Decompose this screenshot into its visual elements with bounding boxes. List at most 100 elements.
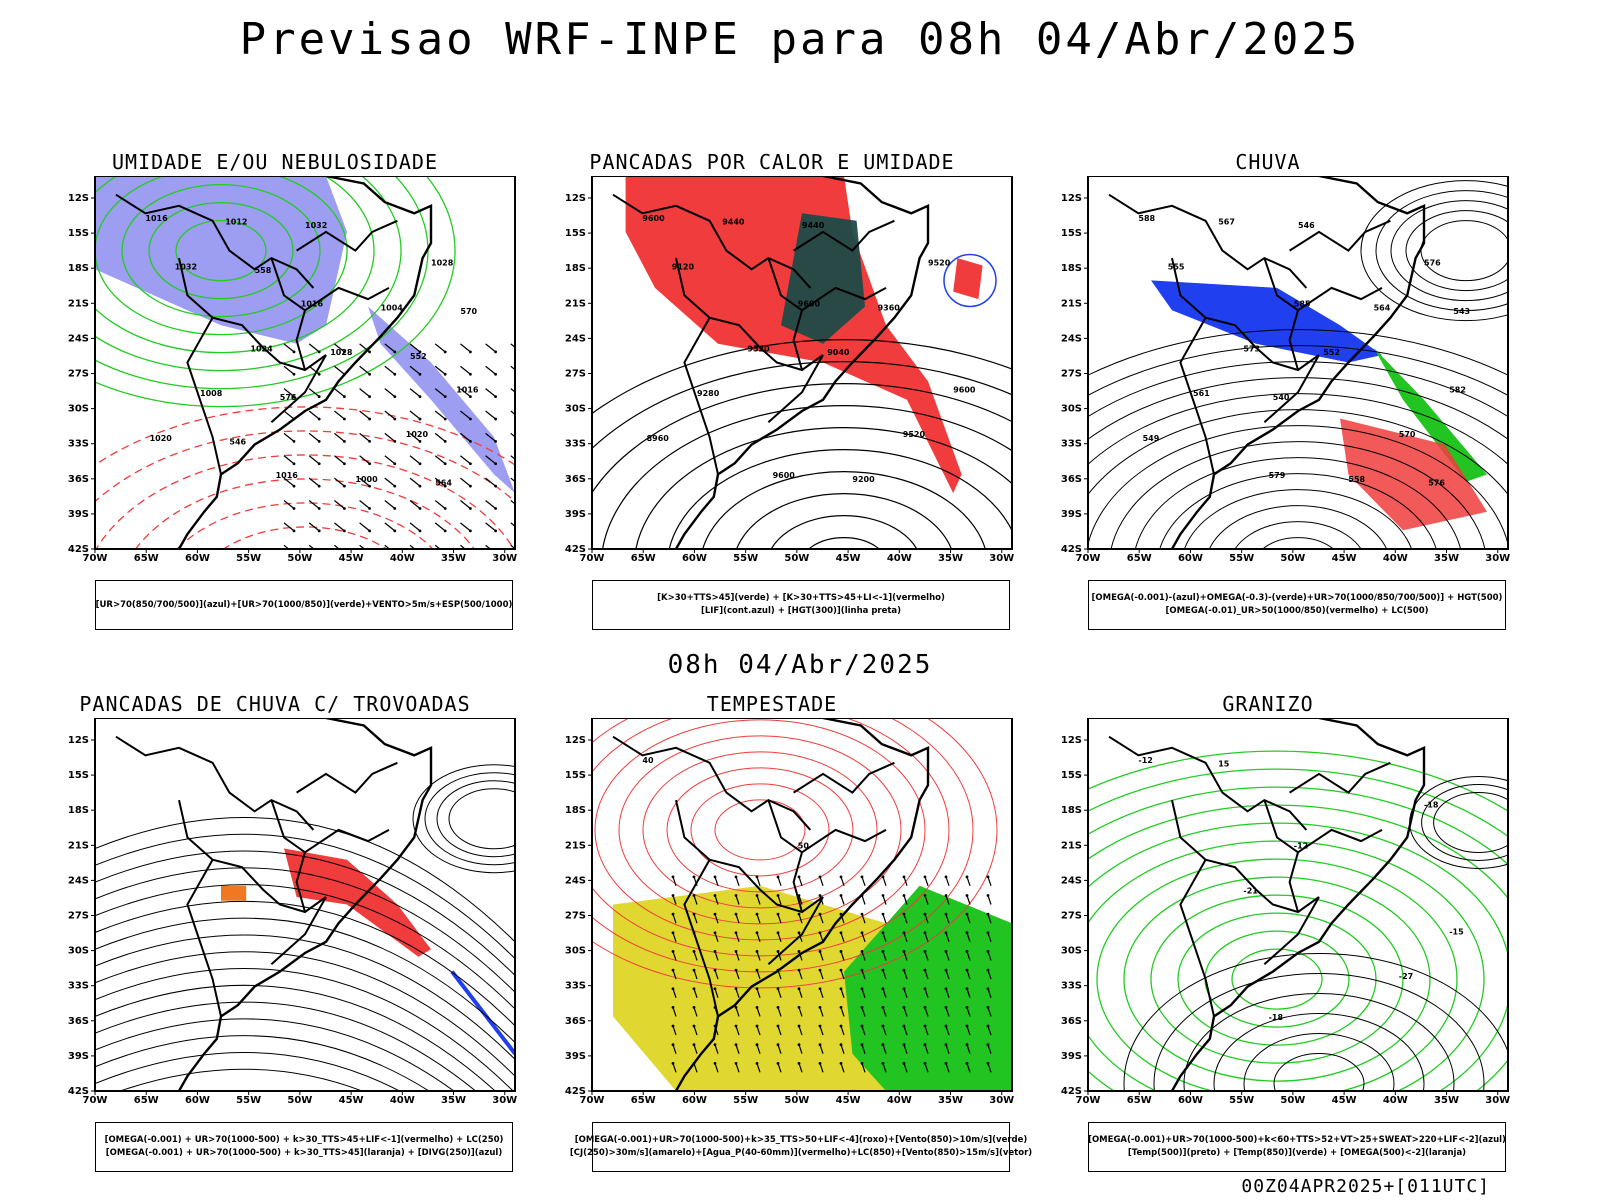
lon-tick-label: 65W	[631, 553, 656, 564]
lon-tick-label: 55W	[236, 1095, 261, 1106]
contour-value-label: 564	[1374, 303, 1391, 312]
lat-tick-label: 12S	[565, 193, 586, 204]
legend-line: [OMEGA(-0.001)+UR>70(1000-500)+k>35_TTS>…	[574, 1135, 1028, 1145]
lat-tick-label: 33S	[1061, 981, 1082, 992]
lon-tick-label: 60W	[185, 553, 210, 564]
map-content	[95, 176, 515, 549]
lon-tick-label: 45W	[339, 1095, 364, 1106]
contour-line	[668, 449, 1012, 549]
lat-tick-label: 18S	[68, 805, 89, 816]
state-border	[1288, 310, 1299, 371]
streamlines	[95, 817, 515, 1091]
contour-line	[1088, 329, 1508, 376]
contour-value-label: 576	[1428, 479, 1445, 488]
contour-value-label: 40	[642, 756, 654, 765]
lon-tick-label: 55W	[1229, 553, 1254, 564]
contour-value-label: 9600	[953, 385, 976, 394]
contour-value-label: 1024	[250, 344, 273, 353]
contour-line	[1234, 521, 1362, 549]
contour-line	[592, 718, 998, 989]
map-frame	[94, 176, 516, 550]
contour-value-label: 9600	[773, 471, 796, 480]
contour-value-label: 1020	[406, 430, 429, 439]
contour-line	[1088, 768, 1508, 838]
lat-tick-label: 42S	[565, 1086, 586, 1097]
contour-line	[436, 780, 515, 858]
state-border	[792, 852, 803, 913]
contour-line	[1153, 973, 1485, 1091]
legend-line: [Temp(500)](preto) + [Temp(850)](verde) …	[1127, 1148, 1467, 1158]
contour-line	[690, 783, 830, 877]
contour-line	[1134, 457, 1462, 549]
lon-tick-label: 50W	[784, 1095, 809, 1106]
contour-line	[1420, 220, 1508, 282]
lat-tick-label: 12S	[68, 193, 89, 204]
lat-tick-label: 33S	[68, 981, 89, 992]
main-title: Previsao WRF-INPE para 08h 04/Abr/2025	[239, 14, 1361, 65]
contour-value-label: 9440	[802, 221, 825, 230]
contour-value-label: 9600	[642, 214, 665, 223]
lat-tick-label: 18S	[1061, 805, 1082, 816]
contour-line	[412, 764, 515, 874]
lat-tick-label: 42S	[1061, 1086, 1082, 1097]
state-border	[1263, 354, 1320, 423]
contour-line	[1088, 786, 1508, 866]
lat-tick-label: 30S	[1061, 946, 1082, 957]
contour-line	[618, 735, 902, 925]
lat-tick-label: 39S	[1061, 509, 1082, 520]
lat-tick-label: 36S	[68, 1016, 89, 1027]
lat-tick-label: 33S	[565, 981, 586, 992]
panel-title: PANCADAS DE CHUVA C/ TROVOADAS	[79, 692, 471, 716]
lon-tick-label: 40W	[887, 553, 912, 564]
lon-tick-label: 40W	[1383, 553, 1408, 564]
lon-tick-label: 55W	[733, 1095, 758, 1106]
contour-value-label: 1004	[381, 303, 404, 312]
contour-line	[222, 526, 388, 549]
contour-value-label: 573	[1243, 344, 1260, 353]
shaded-area	[953, 258, 983, 300]
contour-line	[714, 799, 806, 861]
lon-tick-label: 35W	[1434, 1095, 1459, 1106]
lat-tick-label: 42S	[565, 544, 586, 555]
lon-tick-label: 30W	[492, 1095, 517, 1106]
contour-value-label: 1016	[456, 385, 479, 394]
lat-tick-label: 27S	[565, 369, 586, 380]
lat-tick-label: 30S	[565, 946, 586, 957]
lat-tick-label: 42S	[68, 1086, 89, 1097]
map-frame	[591, 176, 1013, 550]
contour-value-label: 9120	[672, 262, 695, 271]
state-border	[767, 354, 824, 423]
contour-line	[1088, 804, 1508, 1091]
lat-tick-label: 27S	[68, 369, 89, 380]
contour-value-label: -21	[1243, 886, 1258, 895]
lon-tick-label: 50W	[1280, 553, 1305, 564]
contour-value-label: 9520	[903, 430, 926, 439]
contour-value-label: 9600	[798, 300, 821, 309]
map-panel: UMIDADE E/OU NEBULOSIDADE 12S 15S 18S 21S 24S…	[55, 150, 535, 630]
map-content	[592, 718, 1012, 1091]
state-border	[793, 219, 895, 252]
contour-value-label: 579	[1269, 471, 1286, 480]
state-border	[270, 896, 327, 965]
state-border	[295, 852, 306, 913]
contour-value-label: 561	[1193, 389, 1210, 398]
lon-tick-label: 50W	[784, 553, 809, 564]
state-border	[295, 310, 306, 371]
panel-legend: [UR>70(850/700/500)](azul)+[UR>70(1000/8…	[95, 580, 513, 630]
state-border	[1171, 257, 1320, 372]
map-frame	[94, 718, 516, 1092]
map-content	[1088, 176, 1508, 549]
shaded-area	[221, 885, 247, 901]
legend-line: [OMEGA(-0.01)_UR>50(1000/850)(vermelho) …	[1165, 606, 1429, 616]
contour-line	[1208, 505, 1388, 549]
map-panel: TEMPESTADE 12S 15S 18S 21S 24S 27S 30S 33S 36S 39S…	[552, 692, 1032, 1172]
lon-tick-label: 30W	[989, 553, 1014, 564]
contour-value-label: 1016	[145, 214, 168, 223]
lat-tick-label: 12S	[565, 735, 586, 746]
contour-value-label: 576	[280, 393, 297, 402]
lat-tick-label: 39S	[68, 1051, 89, 1062]
legend-line: [OMEGA(-0.001)-(azul)+OMEGA(-0.3)-(verde…	[1091, 593, 1503, 603]
